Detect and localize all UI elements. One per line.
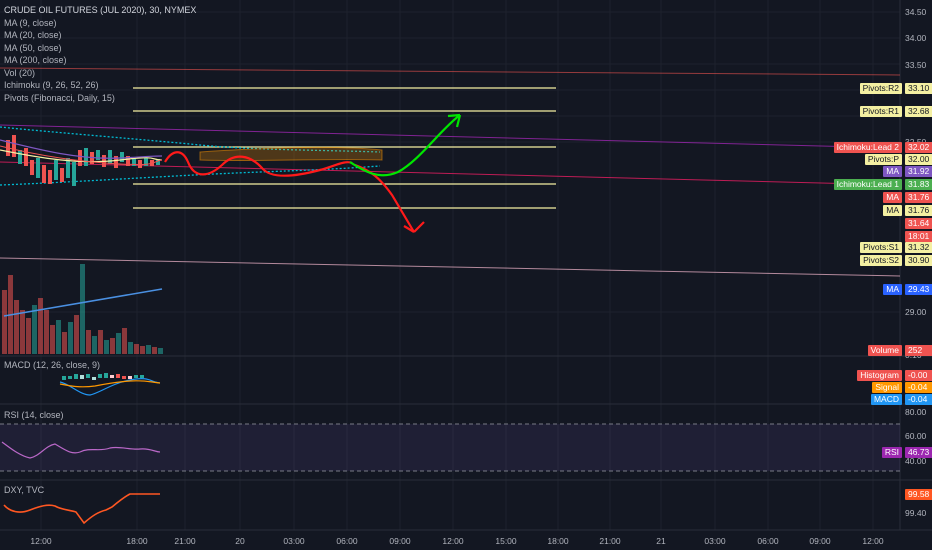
macd-tag-label: Signal <box>872 382 902 393</box>
macd-tag-label: Histogram <box>857 370 902 381</box>
price-tag-label: Volume <box>867 345 902 356</box>
macd-histogram <box>62 373 144 380</box>
macd-title[interactable]: MACD (12, 26, close, 9) <box>4 360 101 370</box>
trendline-purple <box>0 124 901 149</box>
dxy-axis-tick: 99.40 <box>905 508 927 518</box>
price-tag-value: 31.83 <box>905 179 932 190</box>
time-tick: 12:00 <box>30 536 52 546</box>
rsi-line <box>1 441 161 459</box>
ichimoku-upper <box>0 126 381 153</box>
price-tag-value: 29.43 <box>905 284 932 295</box>
price-tag-value: 31.64 <box>905 218 932 229</box>
volume-ma-line <box>3 288 163 317</box>
price-tag-label: Pivots:S2 <box>860 255 902 266</box>
up-arrow <box>349 114 461 177</box>
red-wave-path <box>164 151 353 177</box>
price-tag-value: 18:01 <box>905 231 932 242</box>
price-tag-label: Pivots:S1 <box>860 242 902 253</box>
signal-line <box>59 380 161 388</box>
price-tag-value: 31.32 <box>905 242 932 253</box>
price-tag-value: 32.00 <box>905 154 932 165</box>
price-tag-value: 32.02 <box>905 142 932 153</box>
time-tick: 15:00 <box>495 536 517 546</box>
price-tag-value: 32.68 <box>905 106 932 117</box>
volume-bars <box>2 264 163 354</box>
time-tick: 20 <box>235 536 245 546</box>
trendline-bottom <box>0 257 901 277</box>
time-tick: 06:00 <box>336 536 358 546</box>
price-tick: 33.50 <box>905 60 927 70</box>
trendline-top <box>0 67 901 76</box>
price-tick: 34.00 <box>905 33 927 43</box>
time-tick: 09:00 <box>389 536 411 546</box>
dxy-tag-value: 99.58 <box>905 489 932 500</box>
legend-pivots[interactable]: Pivots (Fibonacci, Daily, 15) <box>4 92 115 103</box>
price-tag-label: Ichimoku:Lead 2 <box>833 142 902 153</box>
time-tick: 21 <box>656 536 666 546</box>
time-tick: 03:00 <box>283 536 305 546</box>
legend-ma200[interactable]: MA (200, close) <box>4 55 67 65</box>
time-tick: 18:00 <box>547 536 569 546</box>
indicator-legend: CRUDE OIL FUTURES (JUL 2020), 30, NYMEX … <box>4 4 196 104</box>
price-tag-label: MA <box>883 166 902 177</box>
rsi-axis-tick: 40.00 <box>905 456 927 466</box>
price-tag-value: 31.76 <box>905 205 932 216</box>
time-tick: 12:00 <box>862 536 884 546</box>
legend-ma50[interactable]: MA (50, close) <box>4 42 62 53</box>
legend-vol[interactable]: Vol (20) <box>4 67 36 78</box>
time-tick: 09:00 <box>809 536 831 546</box>
price-tag-label: Ichimoku:Lead 1 <box>833 179 902 190</box>
price-tag-label: MA <box>883 192 902 203</box>
macd-tag-value: -0.04 <box>905 394 932 405</box>
rsi-band <box>0 424 900 471</box>
time-tick: 06:00 <box>757 536 779 546</box>
price-tag-label: MA <box>883 284 902 295</box>
price-tag-label: Pivots:P <box>864 154 902 165</box>
dxy-line <box>3 493 160 525</box>
price-tag-label: MA <box>883 205 902 216</box>
time-tick: 18:00 <box>126 536 148 546</box>
price-tag-label: Pivots:R2 <box>859 83 902 94</box>
rsi-axis-tick: 60.00 <box>905 431 927 441</box>
price-tag-value: 252 <box>905 345 932 356</box>
macd-tag-value: -0.00 <box>905 370 932 381</box>
time-tick: 12:00 <box>442 536 464 546</box>
price-tag-value: 31.76 <box>905 192 932 203</box>
macd-tag-label: MACD <box>870 394 902 405</box>
rsi-axis-tick: 80.00 <box>905 407 927 417</box>
legend-ma20[interactable]: MA (20, close) <box>4 30 62 40</box>
ichimoku-lower <box>0 165 381 186</box>
rsi-tag-label: RSI <box>881 447 902 458</box>
time-tick: 03:00 <box>704 536 726 546</box>
macd-tag-value: -0.04 <box>905 382 932 393</box>
legend-ma9[interactable]: MA (9, close) <box>4 17 57 28</box>
time-tick: 21:00 <box>599 536 621 546</box>
price-tick: 29.00 <box>905 307 927 317</box>
rsi-title[interactable]: RSI (14, close) <box>4 410 64 420</box>
pivot-lines <box>133 87 556 209</box>
price-tag-value: 33.10 <box>905 83 932 94</box>
legend-ichimoku[interactable]: Ichimoku (9, 26, 52, 26) <box>4 80 99 90</box>
price-tag-value: 31.92 <box>905 166 932 177</box>
price-tag-label: Pivots:R1 <box>859 106 902 117</box>
symbol-title[interactable]: CRUDE OIL FUTURES (JUL 2020), 30, NYMEX <box>4 5 197 15</box>
time-tick: 21:00 <box>174 536 196 546</box>
price-tag-value: 30.90 <box>905 255 932 266</box>
rsi-tag-value: 46.73 <box>905 447 932 458</box>
macd-line <box>59 378 161 396</box>
price-tick: 34.50 <box>905 7 927 17</box>
dxy-title[interactable]: DXY, TVC <box>4 485 45 495</box>
